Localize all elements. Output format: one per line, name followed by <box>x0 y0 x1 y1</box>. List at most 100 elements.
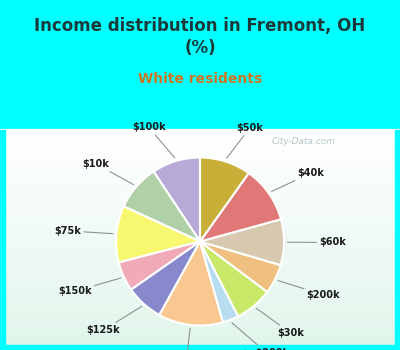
Bar <box>0 223 400 225</box>
Bar <box>0 294 400 297</box>
Bar <box>0 323 400 326</box>
Bar <box>0 258 400 260</box>
Bar <box>0 243 400 245</box>
Bar <box>0 335 400 337</box>
Text: $20k: $20k <box>173 328 200 350</box>
Text: > $200k: > $200k <box>232 323 289 350</box>
Bar <box>0 348 400 350</box>
Bar <box>0 142 400 144</box>
Bar <box>0 254 400 256</box>
Wedge shape <box>116 206 200 262</box>
Bar <box>0 285 400 288</box>
Bar <box>0 230 400 232</box>
Bar <box>0 208 400 210</box>
Bar <box>0 283 400 286</box>
Bar <box>0 239 400 241</box>
Bar <box>0 344 400 346</box>
Bar <box>0 233 400 236</box>
Text: $125k: $125k <box>87 307 142 335</box>
Bar <box>0 193 400 196</box>
Bar <box>0 211 400 214</box>
Bar <box>0 182 400 185</box>
Bar <box>0 202 400 205</box>
Bar <box>0 278 400 280</box>
Bar <box>0 167 400 170</box>
Bar <box>0 186 400 188</box>
Bar <box>0 265 400 267</box>
Bar <box>0 340 400 343</box>
Bar <box>0 210 400 212</box>
Bar <box>0 219 400 221</box>
Bar <box>0 259 400 262</box>
Text: City-Data.com: City-Data.com <box>272 137 336 146</box>
Text: White residents: White residents <box>138 72 262 86</box>
Bar <box>0 268 400 271</box>
Bar <box>0 164 400 166</box>
Bar <box>0 333 400 335</box>
Bar <box>0 189 400 192</box>
Bar <box>0 215 400 218</box>
Bar <box>0 224 400 227</box>
Bar <box>0 136 400 139</box>
Text: $150k: $150k <box>58 278 121 296</box>
Bar <box>0 279 400 282</box>
Bar <box>0 175 400 177</box>
Bar <box>0 256 400 258</box>
Bar <box>0 201 400 203</box>
Text: $60k: $60k <box>287 237 346 247</box>
Bar <box>0 245 400 247</box>
Bar <box>0 300 400 302</box>
Wedge shape <box>124 172 200 242</box>
Bar <box>0 151 400 153</box>
Bar <box>0 156 400 159</box>
Bar <box>0 298 400 300</box>
Bar <box>0 197 400 199</box>
Bar <box>0 145 400 148</box>
Bar <box>0 158 400 161</box>
Wedge shape <box>200 241 238 322</box>
Text: $75k: $75k <box>54 226 113 236</box>
Bar <box>0 287 400 289</box>
Bar <box>0 307 400 310</box>
Bar <box>0 241 400 244</box>
Bar <box>0 228 400 231</box>
Bar <box>0 204 400 206</box>
Bar <box>0 162 400 164</box>
Text: $10k: $10k <box>82 159 134 185</box>
Bar <box>0 281 400 284</box>
Bar <box>0 217 400 219</box>
Text: $50k: $50k <box>226 123 263 158</box>
Bar <box>0 226 400 229</box>
Bar <box>0 346 400 348</box>
Bar <box>0 191 400 194</box>
Bar <box>0 131 400 133</box>
Bar <box>0 188 400 190</box>
Bar <box>0 342 400 344</box>
Bar <box>0 345 400 350</box>
Bar <box>0 206 400 209</box>
Bar <box>0 303 400 306</box>
Text: Income distribution in Fremont, OH
(%): Income distribution in Fremont, OH (%) <box>34 17 366 57</box>
Bar <box>0 329 400 332</box>
Bar <box>0 338 400 341</box>
Bar <box>0 153 400 155</box>
Bar <box>0 316 400 319</box>
Bar <box>0 221 400 223</box>
Bar <box>0 267 400 269</box>
Bar <box>0 195 400 197</box>
Bar <box>0 214 400 216</box>
Bar <box>0 134 400 137</box>
Bar <box>0 155 400 157</box>
Text: $40k: $40k <box>272 168 325 191</box>
Bar <box>0 250 400 253</box>
Bar <box>0 237 400 240</box>
Bar <box>0 322 400 324</box>
Bar <box>0 184 400 187</box>
Bar <box>0 270 400 273</box>
Bar <box>0 130 5 350</box>
Bar <box>0 318 400 321</box>
Bar <box>0 313 400 315</box>
Wedge shape <box>200 158 249 241</box>
Text: $100k: $100k <box>132 122 175 158</box>
Wedge shape <box>159 241 223 326</box>
